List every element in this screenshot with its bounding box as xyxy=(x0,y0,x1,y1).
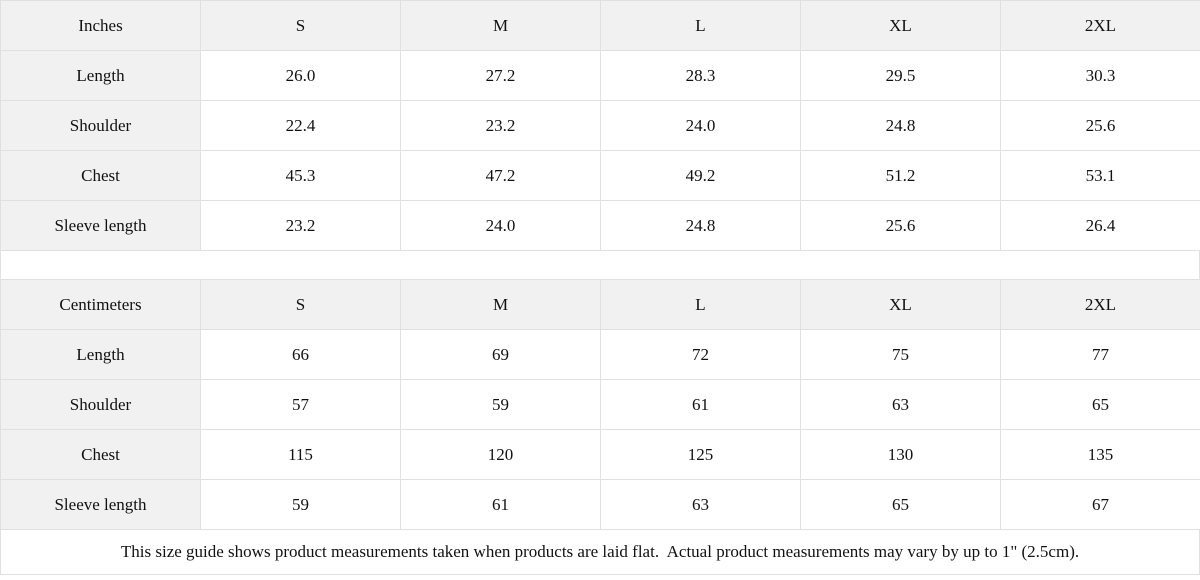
size-table-inches-header-row: Inches S M L XL 2XL xyxy=(0,0,1200,51)
measurement-value: 65 xyxy=(1000,379,1200,430)
measurement-value: 25.6 xyxy=(1000,100,1200,151)
measurement-value: 29.5 xyxy=(800,50,1001,101)
measurement-value: 26.4 xyxy=(1000,200,1200,251)
measurement-row: Chest 45.3 47.2 49.2 51.2 53.1 xyxy=(0,150,1200,201)
measurement-value: 66 xyxy=(200,329,401,380)
measurement-value: 59 xyxy=(400,379,601,430)
size-column-header: S xyxy=(200,0,401,51)
size-column-header: M xyxy=(400,279,601,330)
measurement-label: Shoulder xyxy=(0,379,201,430)
measurement-label: Length xyxy=(0,329,201,380)
measurement-value: 69 xyxy=(400,329,601,380)
size-table-centimeters-header-row: Centimeters S M L XL 2XL xyxy=(0,279,1200,330)
measurement-value: 28.3 xyxy=(600,50,801,101)
measurement-value: 24.8 xyxy=(800,100,1001,151)
measurement-value: 115 xyxy=(200,429,401,480)
size-column-header: XL xyxy=(800,279,1001,330)
measurement-row: Sleeve length 23.2 24.0 24.8 25.6 26.4 xyxy=(0,200,1200,251)
measurement-value: 130 xyxy=(800,429,1001,480)
measurement-label: Length xyxy=(0,50,201,101)
measurement-value: 30.3 xyxy=(1000,50,1200,101)
measurement-value: 120 xyxy=(400,429,601,480)
measurement-row: Sleeve length 59 61 63 65 67 xyxy=(0,479,1200,530)
measurement-value: 23.2 xyxy=(200,200,401,251)
size-column-header: 2XL xyxy=(1000,279,1200,330)
measurement-row: Length 26.0 27.2 28.3 29.5 30.3 xyxy=(0,50,1200,101)
size-column-header: XL xyxy=(800,0,1001,51)
measurement-value: 24.8 xyxy=(600,200,801,251)
measurement-value: 45.3 xyxy=(200,150,401,201)
measurement-value: 25.6 xyxy=(800,200,1001,251)
measurement-label: Chest xyxy=(0,429,201,480)
measurement-value: 125 xyxy=(600,429,801,480)
measurement-value: 57 xyxy=(200,379,401,430)
measurement-value: 63 xyxy=(800,379,1001,430)
measurement-value: 22.4 xyxy=(200,100,401,151)
size-column-header: 2XL xyxy=(1000,0,1200,51)
measurement-value: 67 xyxy=(1000,479,1200,530)
measurement-row: Length 66 69 72 75 77 xyxy=(0,329,1200,380)
measurement-label: Sleeve length xyxy=(0,479,201,530)
measurement-value: 49.2 xyxy=(600,150,801,201)
measurement-value: 51.2 xyxy=(800,150,1001,201)
measurement-value: 24.0 xyxy=(600,100,801,151)
size-column-header: M xyxy=(400,0,601,51)
size-column-header: L xyxy=(600,0,801,51)
size-table-inches: Inches S M L XL 2XL Length 26.0 27.2 28.3 29… xyxy=(0,0,1200,251)
measurement-value: 26.0 xyxy=(200,50,401,101)
measurement-value: 47.2 xyxy=(400,150,601,201)
measurement-value: 27.2 xyxy=(400,50,601,101)
measurement-value: 63 xyxy=(600,479,801,530)
measurement-value: 77 xyxy=(1000,329,1200,380)
measurement-row: Chest 115 120 125 130 135 xyxy=(0,429,1200,480)
measurement-value: 24.0 xyxy=(400,200,601,251)
unit-header-inches: Inches xyxy=(0,0,201,51)
measurement-value: 72 xyxy=(600,329,801,380)
measurement-value: 53.1 xyxy=(1000,150,1200,201)
table-gap xyxy=(0,251,1200,279)
measurement-value: 61 xyxy=(400,479,601,530)
measurement-value: 23.2 xyxy=(400,100,601,151)
measurement-value: 59 xyxy=(200,479,401,530)
measurement-value: 75 xyxy=(800,329,1001,380)
size-column-header: L xyxy=(600,279,801,330)
measurement-label: Sleeve length xyxy=(0,200,201,251)
measurement-value: 61 xyxy=(600,379,801,430)
size-guide-footnote: This size guide shows product measuremen… xyxy=(0,530,1200,575)
size-table-centimeters: Centimeters S M L XL 2XL Length 66 69 72 75 7… xyxy=(0,279,1200,530)
measurement-row: Shoulder 57 59 61 63 65 xyxy=(0,379,1200,430)
measurement-label: Shoulder xyxy=(0,100,201,151)
measurement-row: Shoulder 22.4 23.2 24.0 24.8 25.6 xyxy=(0,100,1200,151)
measurement-label: Chest xyxy=(0,150,201,201)
size-column-header: S xyxy=(200,279,401,330)
unit-header-centimeters: Centimeters xyxy=(0,279,201,330)
measurement-value: 135 xyxy=(1000,429,1200,480)
measurement-value: 65 xyxy=(800,479,1001,530)
